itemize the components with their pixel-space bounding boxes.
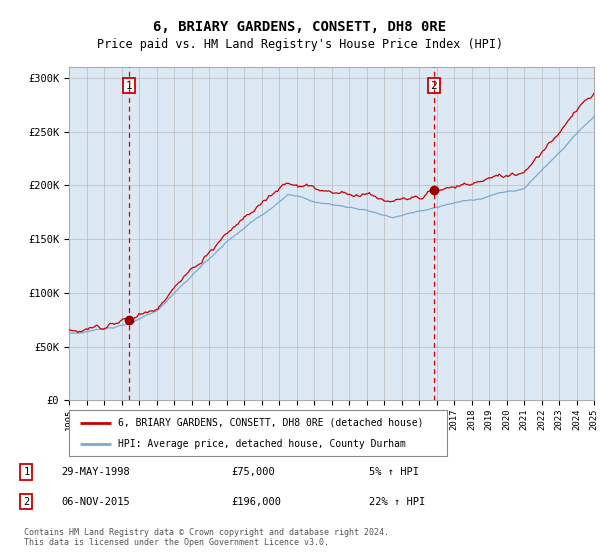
Text: £75,000: £75,000 <box>231 467 275 477</box>
Text: HPI: Average price, detached house, County Durham: HPI: Average price, detached house, Coun… <box>118 439 406 449</box>
Text: 1: 1 <box>125 81 132 91</box>
Text: 5% ↑ HPI: 5% ↑ HPI <box>369 467 419 477</box>
Text: Contains HM Land Registry data © Crown copyright and database right 2024.
This d: Contains HM Land Registry data © Crown c… <box>24 528 389 547</box>
Text: 06-NOV-2015: 06-NOV-2015 <box>61 497 130 507</box>
Text: 22% ↑ HPI: 22% ↑ HPI <box>369 497 425 507</box>
Text: 2: 2 <box>430 81 437 91</box>
Text: £196,000: £196,000 <box>231 497 281 507</box>
Text: 6, BRIARY GARDENS, CONSETT, DH8 0RE (detached house): 6, BRIARY GARDENS, CONSETT, DH8 0RE (det… <box>118 418 424 428</box>
Text: 29-MAY-1998: 29-MAY-1998 <box>61 467 130 477</box>
Text: Price paid vs. HM Land Registry's House Price Index (HPI): Price paid vs. HM Land Registry's House … <box>97 38 503 50</box>
Text: 6, BRIARY GARDENS, CONSETT, DH8 0RE: 6, BRIARY GARDENS, CONSETT, DH8 0RE <box>154 20 446 34</box>
Text: 2: 2 <box>23 497 29 507</box>
Text: 1: 1 <box>23 467 29 477</box>
